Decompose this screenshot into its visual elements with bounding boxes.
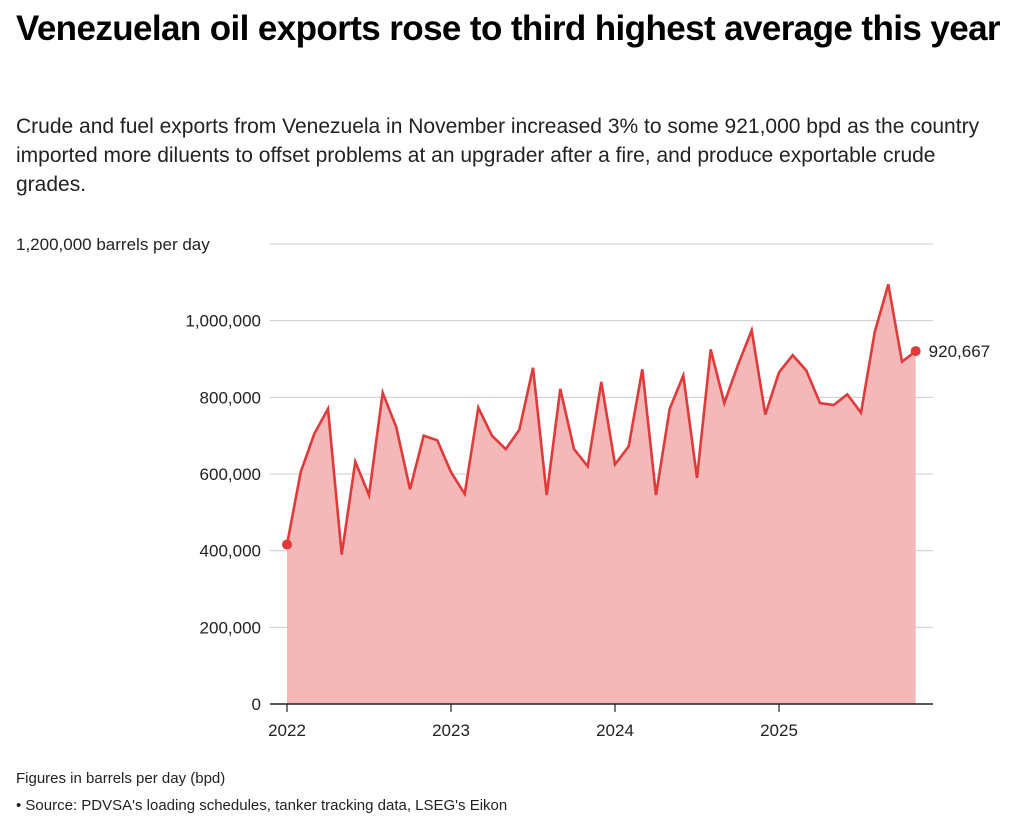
- data-point: [491, 434, 494, 437]
- data-point: [723, 402, 726, 405]
- data-point: [668, 408, 671, 411]
- data-point: [559, 388, 562, 391]
- data-point: [463, 493, 466, 496]
- data-point: [586, 465, 589, 468]
- y-tick-label: 800,000: [200, 388, 261, 407]
- y-tick-label: 600,000: [200, 465, 261, 484]
- data-point: [409, 488, 412, 491]
- data-point: [450, 471, 453, 474]
- endpoint-marker: [910, 346, 921, 357]
- data-point: [901, 360, 904, 363]
- data-point: [545, 494, 548, 497]
- data-point: [873, 331, 876, 334]
- data-point: [354, 460, 357, 463]
- x-axis: 2022 2023 2024 2025: [268, 703, 933, 740]
- data-point: [395, 426, 398, 429]
- data-point: [422, 434, 425, 437]
- data-point: [791, 354, 794, 357]
- data-point: [737, 363, 740, 366]
- y-axis-ticks: 0 200,000 400,000 600,000 800,000 1,000,000 1,…: [16, 235, 261, 714]
- x-tick-label: 2025: [760, 721, 798, 740]
- data-point: [627, 445, 630, 448]
- data-point: [709, 348, 712, 351]
- data-point: [299, 471, 302, 474]
- y-axis-unit-label: 1,200,000 barrels per day: [16, 235, 210, 254]
- data-point: [641, 368, 644, 371]
- area-fill: [287, 284, 916, 704]
- data-point: [477, 406, 480, 409]
- data-point: [518, 429, 521, 432]
- data-point: [832, 404, 835, 407]
- data-point: [614, 463, 617, 466]
- data-point: [750, 329, 753, 332]
- data-point: [340, 553, 343, 556]
- data-point: [327, 408, 330, 411]
- x-tick-label: 2023: [432, 721, 470, 740]
- source-note: • Source: PDVSA's loading schedules, tan…: [16, 797, 508, 814]
- end-value-label: 920,667: [929, 342, 990, 361]
- data-point: [313, 432, 316, 435]
- y-tick-label: 0: [252, 695, 261, 714]
- data-point: [819, 402, 822, 405]
- data-point: [436, 439, 439, 442]
- data-point: [368, 494, 371, 497]
- y-tick-label: 1,000,000: [185, 312, 261, 331]
- series-line: [285, 283, 917, 555]
- data-point: [860, 411, 863, 414]
- data-point: [381, 391, 384, 394]
- x-tick-label: 2022: [268, 721, 306, 740]
- y-tick-label: 200,000: [200, 618, 261, 637]
- data-point: [504, 448, 507, 451]
- data-point: [655, 494, 658, 497]
- chart-subtitle: Crude and fuel exports from Venezuela in…: [16, 115, 980, 196]
- data-point: [532, 367, 535, 370]
- data-points: [282, 283, 921, 556]
- data-point: [846, 393, 849, 396]
- footnote: Figures in barrels per day (bpd): [16, 770, 226, 787]
- data-point: [764, 413, 767, 416]
- data-point: [887, 283, 890, 286]
- endpoint-marker: [282, 539, 292, 550]
- data-point: [682, 374, 685, 377]
- chart-title: Venezuelan oil exports rose to third hig…: [16, 9, 1001, 48]
- data-point: [805, 369, 808, 372]
- x-tick-label: 2024: [596, 721, 634, 740]
- area-chart: 0 200,000 400,000 600,000 800,000 1,000,000 1,…: [16, 235, 990, 740]
- data-point: [778, 371, 781, 374]
- data-point: [696, 477, 699, 480]
- data-point: [573, 448, 576, 451]
- y-tick-label: 400,000: [200, 542, 261, 561]
- data-point: [600, 381, 603, 384]
